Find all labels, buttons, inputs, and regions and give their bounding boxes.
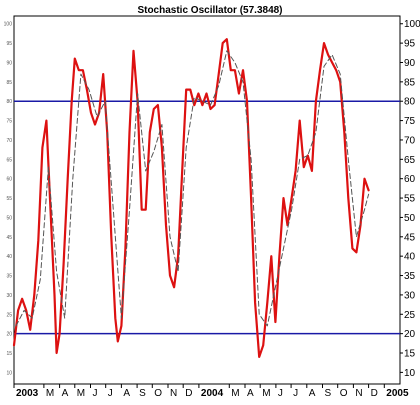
- x-tick-label: D: [185, 388, 192, 399]
- x-tick-label: A: [247, 388, 254, 399]
- y-tick-label-left: 75: [6, 119, 12, 125]
- x-tick-label: J: [293, 388, 298, 399]
- y-tick-label-right: 10: [404, 368, 416, 379]
- x-tick-label: S: [324, 388, 331, 399]
- x-tick-label: M: [46, 388, 54, 399]
- x-axis-ticks: 2003 M A M J J A S O N D 2004 M A M J J A S O N D 2005: [13, 384, 409, 399]
- plot-border: [13, 15, 401, 385]
- y-tick-label-left: 100: [4, 22, 13, 28]
- signal-line: [15, 50, 370, 327]
- y-tick-label-left: 85: [6, 80, 12, 86]
- y-tick-label-right: 65: [404, 155, 416, 166]
- reference-lines: [14, 100, 400, 335]
- y-tick-label-right: 25: [404, 310, 416, 321]
- y-tick-label-right: 85: [404, 77, 416, 88]
- y-tick-label-left: 45: [6, 235, 12, 241]
- y-tick-label-left: 10: [6, 370, 12, 376]
- x-tick-label: M: [231, 388, 239, 399]
- x-tick-label: M: [262, 388, 270, 399]
- x-tick-label: J: [92, 388, 97, 399]
- plot-frame: [13, 15, 401, 385]
- x-tick-label: 2005: [386, 388, 409, 399]
- x-tick-label: J: [108, 388, 113, 399]
- x-tick-label: O: [154, 388, 162, 399]
- y-tick-label-right: 70: [404, 135, 416, 146]
- chart-title: Stochastic Oscillator (57.3848): [137, 5, 282, 16]
- y-tick-label-left: 25: [6, 312, 12, 318]
- x-tick-label: S: [139, 388, 146, 399]
- y-tick-label-left: 95: [6, 41, 12, 47]
- y-tick-label-right: 80: [404, 97, 416, 108]
- y-tick-label-right: 55: [404, 194, 416, 205]
- y-tick-label-left: 65: [6, 157, 12, 163]
- y-tick-label-right: 40: [404, 252, 416, 263]
- y-tick-label-right: 20: [404, 329, 416, 340]
- y-tick-label-left: 20: [6, 332, 12, 338]
- stochastic-line: [12, 38, 370, 358]
- y-tick-label-right: 95: [404, 39, 416, 50]
- y-tick-label-left: 30: [6, 293, 12, 299]
- x-tick-label: 2004: [201, 388, 224, 399]
- y-tick-label-right: 45: [404, 232, 416, 243]
- series-layer: [12, 38, 370, 358]
- y-tick-label-right: 60: [404, 174, 416, 185]
- y-tick-label-right: 35: [404, 271, 416, 282]
- y-tick-label-left: 50: [6, 215, 12, 221]
- y-tick-label-left: 80: [6, 99, 12, 105]
- x-tick-label: A: [309, 388, 316, 399]
- x-tick-label: J: [278, 388, 283, 399]
- x-tick-label: A: [62, 388, 69, 399]
- x-tick-label: N: [170, 388, 177, 399]
- x-tick-label: A: [123, 388, 130, 399]
- x-tick-label: N: [355, 388, 362, 399]
- y-tick-label-right: 15: [404, 349, 416, 360]
- y-tick-label-right: 75: [404, 116, 416, 127]
- y-tick-label-right: 30: [404, 290, 416, 301]
- x-tick-label: O: [340, 388, 348, 399]
- y-tick-label-right: 50: [404, 213, 416, 224]
- y-tick-label-left: 90: [6, 60, 12, 66]
- y-axis-ticks: 10 10 15 15 20 20 25 25 30 30 35 35 40 40 45 45 50 50 55 55…: [4, 19, 420, 379]
- y-tick-label-right: 100: [404, 19, 420, 30]
- y-tick-label-left: 15: [6, 351, 12, 357]
- x-tick-label: M: [77, 388, 85, 399]
- y-tick-label-left: 60: [6, 177, 12, 183]
- x-tick-label: 2003: [16, 388, 39, 399]
- x-tick-label: D: [371, 388, 378, 399]
- y-tick-label-left: 70: [6, 138, 12, 144]
- y-tick-label-left: 55: [6, 196, 12, 202]
- y-tick-label-left: 40: [6, 254, 12, 260]
- y-tick-label-right: 90: [404, 58, 416, 69]
- y-tick-label-left: 35: [6, 274, 12, 280]
